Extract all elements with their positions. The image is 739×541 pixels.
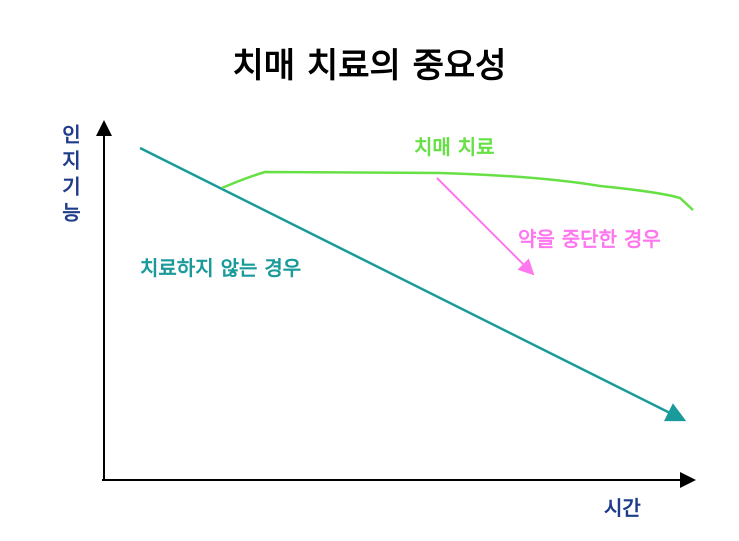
- treated-line: [221, 170, 694, 211]
- x-axis-label: 시간: [604, 496, 641, 520]
- line-label: 치매 치료: [414, 135, 495, 159]
- y-axis-label: 인지기능: [58, 124, 82, 228]
- line-label: 치료하지 않는 경우: [140, 256, 302, 280]
- title: 치매 치료의 중요성: [232, 46, 507, 86]
- stopped-line: [436, 177, 535, 276]
- line-label: 약을 중단한 경우: [518, 227, 661, 251]
- untreated-line: [139, 146, 687, 422]
